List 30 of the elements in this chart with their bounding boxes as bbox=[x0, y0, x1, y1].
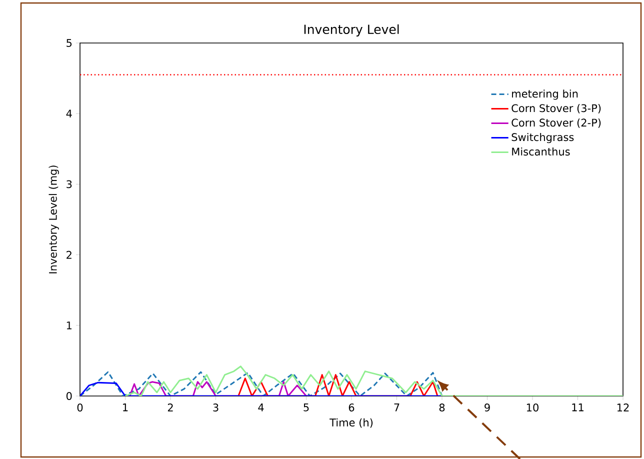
x-tick-label: 6 bbox=[348, 404, 354, 412]
line-series bbox=[80, 382, 443, 396]
x-tick-label: 7 bbox=[394, 404, 400, 412]
x-tick-label: 10 bbox=[526, 404, 538, 412]
chart-title: Inventory Level bbox=[304, 24, 399, 36]
y-axis-title: Inventory Level (mg) bbox=[48, 166, 59, 274]
x-axis-title: Time (h) bbox=[330, 418, 373, 428]
x-tick-label: 2 bbox=[168, 404, 173, 412]
x-tick-label: 4 bbox=[258, 404, 264, 412]
legend-label: Corn Stover (2-P) bbox=[512, 118, 601, 128]
line-series bbox=[124, 366, 624, 396]
line-series bbox=[80, 371, 443, 396]
legend-label: Corn Stover (3-P) bbox=[512, 104, 601, 114]
legend-label: Switchgrass bbox=[512, 132, 574, 144]
x-tick-label: 0 bbox=[77, 404, 83, 412]
legend-label: metering bin bbox=[512, 90, 578, 100]
x-tick-label: 3 bbox=[213, 404, 218, 412]
x-tick-label: 5 bbox=[304, 404, 309, 412]
y-tick-label: 1 bbox=[66, 322, 72, 330]
y-tick-label: 3 bbox=[66, 180, 72, 188]
x-tick-label: 1 bbox=[123, 404, 128, 412]
x-tick-label: 8 bbox=[439, 404, 445, 412]
legend-label: Miscanthus bbox=[512, 147, 570, 156]
y-tick-label: 0 bbox=[66, 392, 72, 400]
x-tick-label: 11 bbox=[572, 404, 584, 412]
y-tick-label: 4 bbox=[66, 110, 72, 118]
x-tick-label: 12 bbox=[617, 404, 629, 412]
x-tick-label: 9 bbox=[484, 404, 490, 412]
y-tick-label: 5 bbox=[66, 39, 72, 47]
y-tick-label: 2 bbox=[66, 250, 72, 259]
